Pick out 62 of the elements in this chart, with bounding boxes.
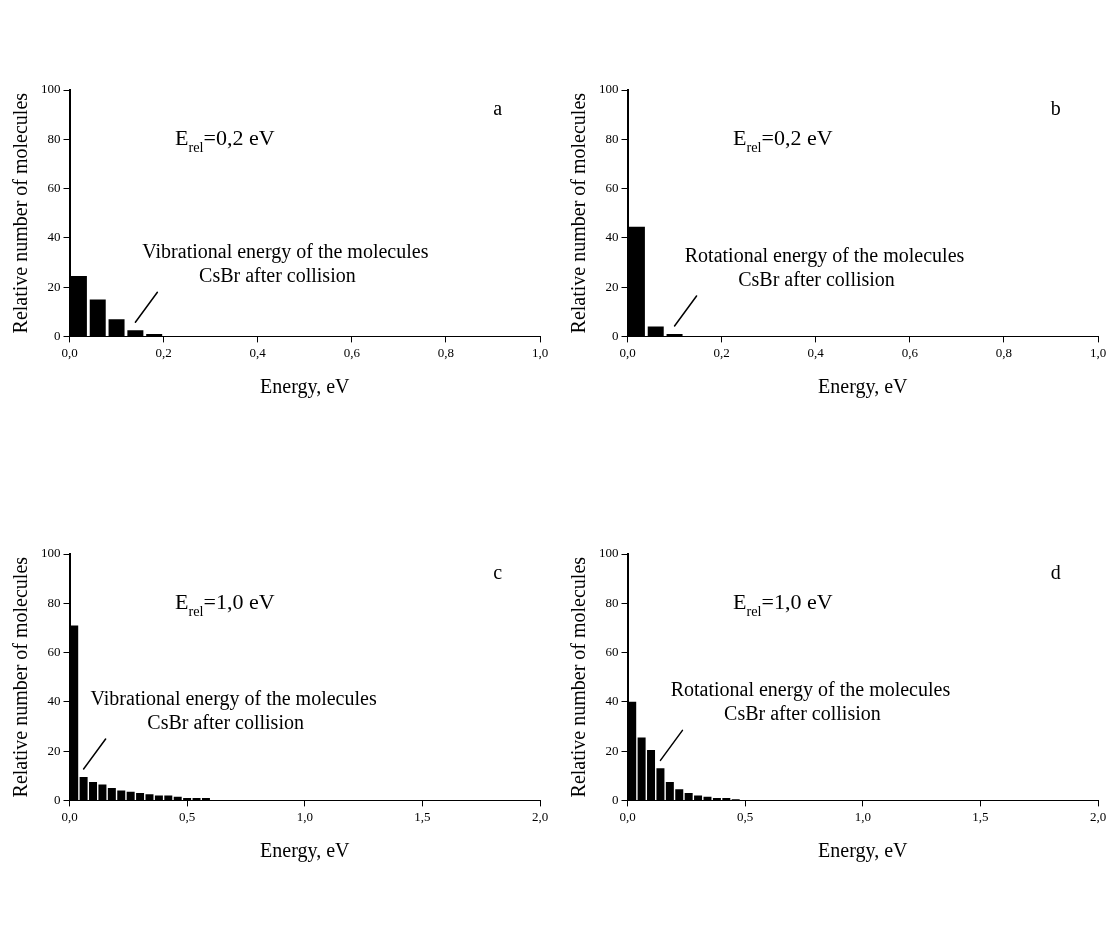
x-tick-label: 0,6 (901, 344, 919, 360)
x-tick-label: 1,0 (531, 344, 549, 360)
x-tick-label: 0,6 (343, 344, 361, 360)
x-tick-label: 0,5 (737, 808, 754, 824)
x-tick-label: 0,4 (249, 344, 267, 360)
x-tick-label: 2,0 (531, 808, 549, 824)
y-tick-label: 40 (47, 229, 61, 245)
y-tick-label: 40 (47, 693, 61, 709)
y-tick-label: 80 (47, 594, 61, 610)
y-tick-label: 0 (54, 791, 61, 807)
y-tick-label: 0 (54, 327, 61, 343)
x-tick-label: 0,0 (61, 344, 78, 360)
y-tick-label: 0 (612, 791, 619, 807)
y-tick-label: 60 (605, 643, 619, 659)
annotation: Vibrational energy of the molecules CsBr after collision (142, 240, 429, 287)
annotation: Vibrational energy of the molecules CsBr after collision (90, 686, 377, 733)
y-tick-label: 60 (47, 643, 61, 659)
annotation: Rotational energy of the molecules CsBr after collision (684, 243, 965, 290)
y-tick-label: 100 (41, 545, 61, 561)
y-tick-label: 40 (605, 693, 619, 709)
y-tick-label: 0 (612, 327, 619, 343)
y-tick-label: 100 (599, 81, 619, 97)
annotation: c (493, 561, 503, 583)
x-tick-label: 1,5 (414, 808, 431, 824)
y-tick-label: 60 (47, 179, 61, 195)
x-axis-title: Energy, eV (818, 375, 909, 399)
y-tick-label: 80 (605, 130, 619, 146)
x-axis-title: Energy, eV (818, 839, 909, 863)
annotation: Rotational energy of the molecules CsBr after collision (670, 678, 951, 725)
y-tick-label: 40 (605, 229, 619, 245)
annotation: d (1050, 561, 1061, 583)
x-axis-title: Energy, eV (260, 375, 351, 399)
y-tick-label: 100 (41, 81, 61, 97)
x-tick-label: 1,0 (296, 808, 313, 824)
x-tick-label: 2,0 (1089, 808, 1107, 824)
annotation: b (1050, 97, 1061, 119)
x-tick-label: 0,4 (807, 344, 825, 360)
y-tick-label: 80 (47, 130, 61, 146)
annotation: a (493, 97, 503, 119)
x-axis-title: Energy, eV (260, 839, 351, 863)
x-tick-label: 0,2 (155, 344, 172, 360)
y-axis-title: Relative number of molecules (9, 92, 32, 334)
y-tick-label: 100 (599, 545, 619, 561)
x-tick-label: 0,5 (179, 808, 196, 824)
x-tick-label: 0,2 (713, 344, 730, 360)
x-tick-label: 0,0 (619, 808, 636, 824)
y-tick-label: 20 (47, 278, 61, 294)
x-tick-label: 0,0 (619, 344, 636, 360)
x-tick-label: 1,5 (972, 808, 989, 824)
x-tick-label: 1,0 (1089, 344, 1107, 360)
x-tick-label: 0,8 (437, 344, 455, 360)
y-tick-label: 80 (605, 594, 619, 610)
x-tick-label: 0,8 (995, 344, 1013, 360)
x-tick-label: 1,0 (854, 808, 871, 824)
y-tick-label: 60 (605, 179, 619, 195)
y-tick-label: 20 (605, 278, 619, 294)
y-tick-label: 20 (605, 742, 619, 758)
y-axis-title: Relative number of molecules (567, 92, 590, 334)
x-tick-label: 0,0 (61, 808, 78, 824)
y-axis-title: Relative number of molecules (9, 556, 32, 798)
y-tick-label: 20 (47, 742, 61, 758)
y-axis-title: Relative number of molecules (567, 556, 590, 798)
